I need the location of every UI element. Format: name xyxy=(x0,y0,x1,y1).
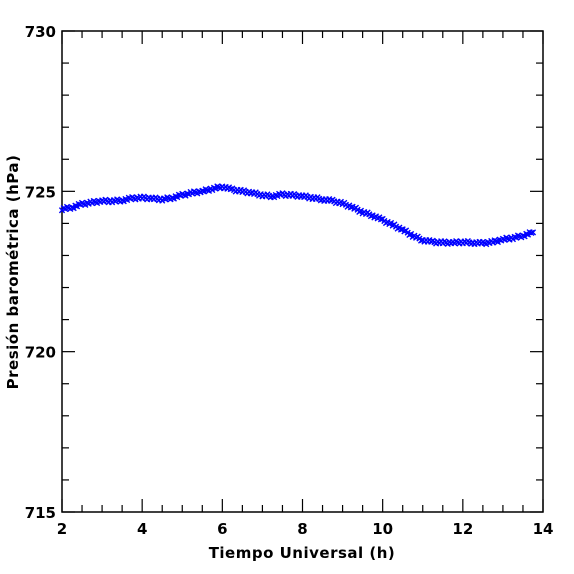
y-tick-label: 715 xyxy=(25,504,56,522)
data-point xyxy=(407,230,415,238)
data-point xyxy=(529,229,537,236)
data-point xyxy=(377,216,385,223)
x-tick-label: 6 xyxy=(217,520,227,538)
data-points xyxy=(58,183,537,248)
y-tick-label: 725 xyxy=(25,183,56,201)
x-axis-label: Tiempo Universal (h) xyxy=(209,544,396,562)
x-tick-label: 10 xyxy=(372,520,393,538)
x-tick-label: 2 xyxy=(57,520,67,538)
data-point xyxy=(397,226,405,233)
x-tick-label: 12 xyxy=(452,520,473,538)
data-point xyxy=(528,229,535,237)
axis-ticks xyxy=(61,30,544,513)
y-tick-label: 720 xyxy=(25,344,56,362)
data-point xyxy=(347,204,355,211)
tick-labels: 2 4 6 8 10 12 14 715 720 725 730 xyxy=(25,23,554,538)
x-tick-label: 8 xyxy=(297,520,307,538)
plot-frame xyxy=(61,30,544,513)
y-tick-label: 730 xyxy=(25,23,56,41)
x-tick-label: 14 xyxy=(533,520,554,538)
x-tick-label: 4 xyxy=(137,520,147,538)
y-axis-label: Presión barométrica (hPa) xyxy=(4,155,22,390)
